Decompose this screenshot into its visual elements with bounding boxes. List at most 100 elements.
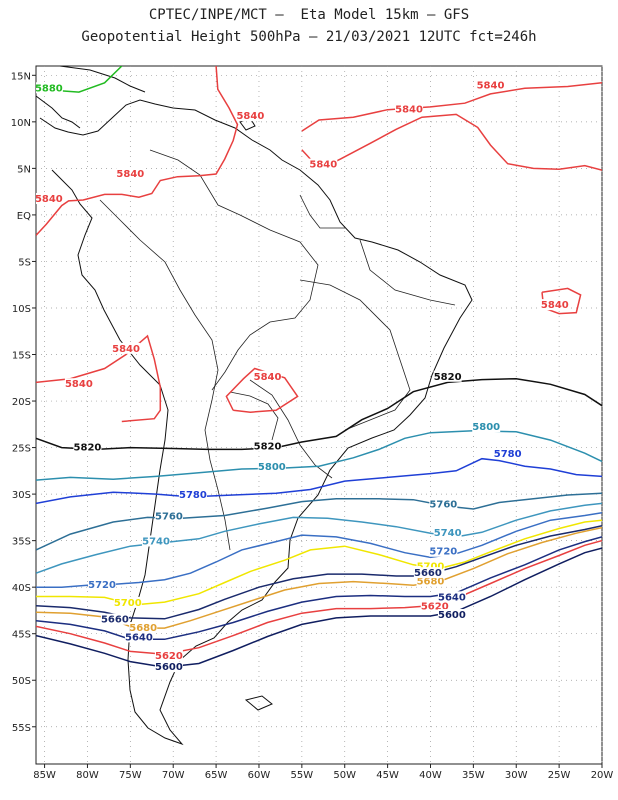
border-line [359,239,456,306]
contour-5840 [36,66,239,236]
lon-tick-label: 75W [119,770,142,781]
border-line [299,279,411,431]
contour-label-bg [124,631,153,643]
contour-label-bg [154,510,183,522]
contour-label-5660: 5660 [414,568,442,579]
contour-5600 [36,547,602,668]
country-borders [99,149,456,551]
south-america-outline [39,99,473,746]
contour-5840 [225,367,299,413]
contour-label-bg [437,609,466,621]
contour-label-5840: 5840 [254,372,282,383]
contour-label-bg [429,498,458,510]
lat-tick-label: 45S [12,630,31,641]
lat-tick-label: 5N [17,164,31,175]
lon-tick-label: 85W [33,770,56,781]
border-line [99,199,231,551]
contour-label-bg [395,103,424,115]
contour-label-bg [476,79,505,91]
lat-tick-label: 15N [11,71,31,82]
lon-tick-label: 70W [162,770,185,781]
contour-label-5840: 5840 [477,80,505,91]
contour-label-5720: 5720 [429,547,457,558]
lat-tick-label: 40S [12,583,31,594]
contour-label-bg [253,440,282,452]
contour-label-5640: 5640 [125,632,153,643]
contour-label-bg [236,110,265,122]
contour-label-5840: 5840 [236,111,264,122]
contour-label-5720: 5720 [88,580,116,591]
contour-label-bg [437,591,466,603]
contour-label-bg [154,661,183,673]
contour-label-bg [540,299,569,311]
lat-tick-label: 20S [12,397,31,408]
lon-tick-label: 55W [291,770,314,781]
lat-tick-label: 25S [12,444,31,455]
contour-5840 [36,334,162,423]
contour-label-5620: 5620 [421,602,449,613]
lon-tick-label: 45W [376,770,399,781]
lon-tick-label: 80W [76,770,99,781]
lon-tick-label: 25W [548,770,571,781]
contour-label-bg [413,567,442,579]
contour-label-5840: 5840 [541,300,569,311]
border-line [299,194,345,229]
lat-tick-label: 50S [12,676,31,687]
island-falklands [244,695,273,711]
contour-label-5680: 5680 [129,623,157,634]
lat-tick-label: 5S [18,257,31,268]
lat-tick-label: 10N [11,118,31,129]
central-america-outline [36,66,146,129]
contour-label-5840: 5840 [309,160,337,171]
contour-5720 [36,511,602,588]
contour-label-bg [416,575,445,587]
contour-label-5640: 5640 [438,592,466,603]
contour-label-bg [142,535,171,547]
contour-5780 [36,457,602,505]
contour-label-5760: 5760 [429,499,457,510]
longitude-axis: 85W 80W 75W 70W 65W 60W 55W 50W 45W 40W 35W 30W 25W 2… [33,764,613,781]
lat-tick-label: EQ [17,211,31,222]
plot-frame [35,65,603,765]
contour-label-5760: 5760 [155,511,183,522]
contour-label-5600: 5600 [438,610,466,621]
lat-tick-label: 35S [12,537,31,548]
contour-label-bg [73,441,102,453]
contour-label-bg [433,370,462,382]
contour-label-bg [100,613,129,625]
contour-label-bg [36,82,63,94]
contour-label-5620: 5620 [155,651,183,662]
contour-label-5820: 5820 [74,443,102,454]
border-line [229,391,279,441]
contour-5800 [36,430,602,481]
contour-label-5800: 5800 [258,462,286,473]
contour-label-5660: 5660 [101,615,129,626]
contour-label-bg [88,579,117,591]
contour-label-bg [472,421,501,433]
contour-5660 [36,524,602,620]
contour-label-5740: 5740 [434,528,462,539]
lon-tick-label: 65W [205,770,228,781]
contour-label-bg [429,545,458,557]
title-line-1: CPTEC/INPE/MCT — Eta Model 15km — GFS [148,7,470,23]
lon-tick-label: 50W [333,770,356,781]
contour-label-5600: 5600 [155,662,183,673]
contour-label-bg [178,488,207,500]
contour-5740 [36,502,602,574]
contour-label-bg [493,448,522,460]
contour-label-5800: 5800 [472,422,500,433]
contour-label-bg [116,167,145,179]
contour-label-5680: 5680 [417,577,445,588]
contour-label-bg [253,370,282,382]
contour-label-5700: 5700 [114,598,142,609]
contour-label-bg [113,596,142,608]
lat-tick-label: 10S [12,304,31,315]
border-line [149,149,319,391]
lon-tick-label: 20W [591,770,614,781]
contour-label-bg [154,649,183,661]
lon-tick-label: 30W [505,770,528,781]
contour-label-5840: 5840 [35,194,63,205]
contour-5840 [301,82,602,132]
contour-label-bg [257,461,286,473]
